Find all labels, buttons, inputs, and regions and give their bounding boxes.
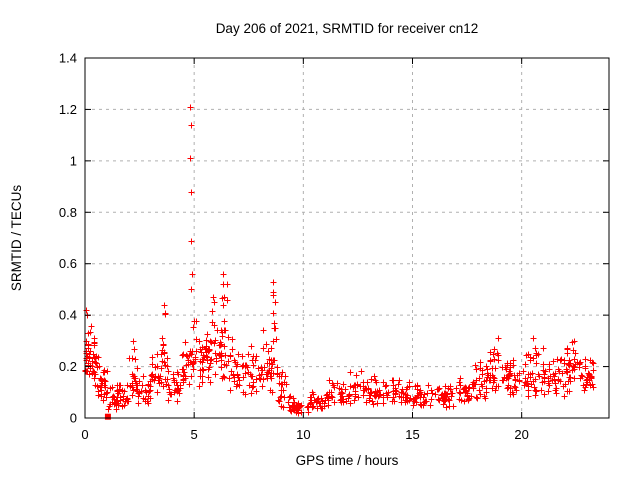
x-tick-label: 20 [514,427,528,442]
tick-labels: 0 5 10 15 20 0 0.2 0.4 0.6 0.8 1 1.2 1.4 [59,51,529,443]
y-axis-label: SRMTID / TECUs [9,185,24,292]
x-tick-label: 15 [405,427,419,442]
plot-frame [84,57,610,419]
x-tick-label: 0 [81,427,88,442]
y-tick-label: 0.8 [59,205,77,220]
chart-title: Day 206 of 2021, SRMTID for receiver cn1… [216,21,479,36]
y-tick-label: 1.4 [59,51,77,66]
overlapped-cluster-square [104,413,111,420]
y-tick-label: 0 [70,411,77,426]
x-tick-label: 5 [191,427,198,442]
axis-ticks [84,57,609,419]
x-tick-label: 10 [296,427,310,442]
x-axis-label: GPS time / hours [296,453,399,468]
y-tick-label: 0.2 [59,359,77,374]
gridlines [85,58,609,418]
y-tick-label: 0.6 [59,256,77,271]
y-tick-label: 1.2 [59,102,77,117]
y-tick-label: 1 [70,153,77,168]
y-tick-label: 0.4 [59,308,77,323]
data-points [82,104,597,420]
